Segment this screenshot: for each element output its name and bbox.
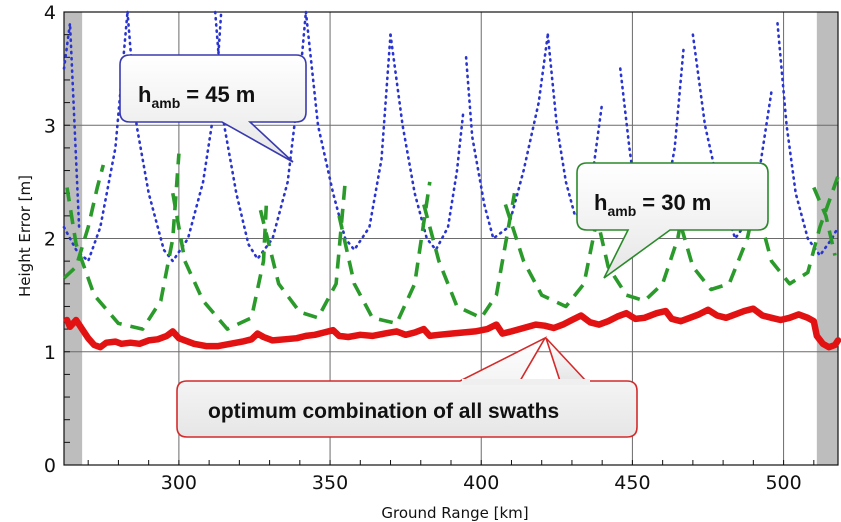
callout-30m-shape — [576, 162, 769, 279]
x-tick-label-350: 350 — [312, 472, 348, 494]
x-tick-label-400: 400 — [463, 472, 499, 494]
series-1-line-1 — [62, 22, 81, 229]
series-2-line-8 — [588, 187, 689, 303]
callout-30m: hamb = 30 m — [576, 162, 769, 279]
y-axis-title: Height Error [m] — [16, 175, 34, 297]
series-3-line-1 — [63, 305, 841, 351]
series-2-line-11 — [812, 186, 837, 256]
x-tick-label-500: 500 — [765, 472, 801, 494]
y-tick-label-1: 1 — [44, 342, 56, 364]
callout-45m-shape — [119, 54, 307, 163]
callout-45m: hamb = 45 m — [119, 54, 307, 163]
series-2 — [62, 153, 840, 331]
x-axis-title: Ground Range [km] — [381, 504, 528, 522]
series-1-line-5 — [304, 10, 392, 252]
callout-optimum-shape — [176, 336, 638, 438]
series-2-line-5 — [337, 181, 432, 326]
series-layer — [62, 10, 841, 351]
series-2-line-6 — [422, 192, 517, 320]
callout-optimum-pointer-2 — [545, 337, 587, 382]
x-tick-label-450: 450 — [614, 472, 650, 494]
y-tick-label-2: 2 — [44, 229, 56, 251]
series-2-line-4 — [258, 181, 347, 320]
series-2-line-7 — [503, 192, 604, 309]
x-tick-label-300: 300 — [161, 472, 197, 494]
tick-labels: 300 350 400 450 500 0 1 2 3 4 — [44, 2, 802, 494]
callout-optimum: optimum combination of all swaths — [176, 336, 638, 438]
y-tick-label-4: 4 — [44, 2, 56, 24]
callout-30m-label: hamb = 30 m — [594, 190, 711, 219]
series-1-line-2 — [62, 10, 129, 263]
callout-45m-label: hamb = 45 m — [138, 82, 255, 111]
series-2-line-2 — [65, 153, 181, 331]
series-2-line-10 — [751, 175, 840, 286]
series-2-line-3 — [171, 192, 269, 331]
callout-optimum-label: optimum combination of all swaths — [208, 400, 559, 423]
callout-optimum-seam — [462, 379, 590, 385]
y-tick-label-0: 0 — [44, 455, 56, 477]
y-tick-label-3: 3 — [44, 115, 56, 137]
series-1-line-3 — [126, 10, 223, 263]
series-1-line-7 — [464, 33, 550, 240]
series-3 — [63, 305, 841, 351]
series-2-line-1 — [62, 164, 106, 280]
